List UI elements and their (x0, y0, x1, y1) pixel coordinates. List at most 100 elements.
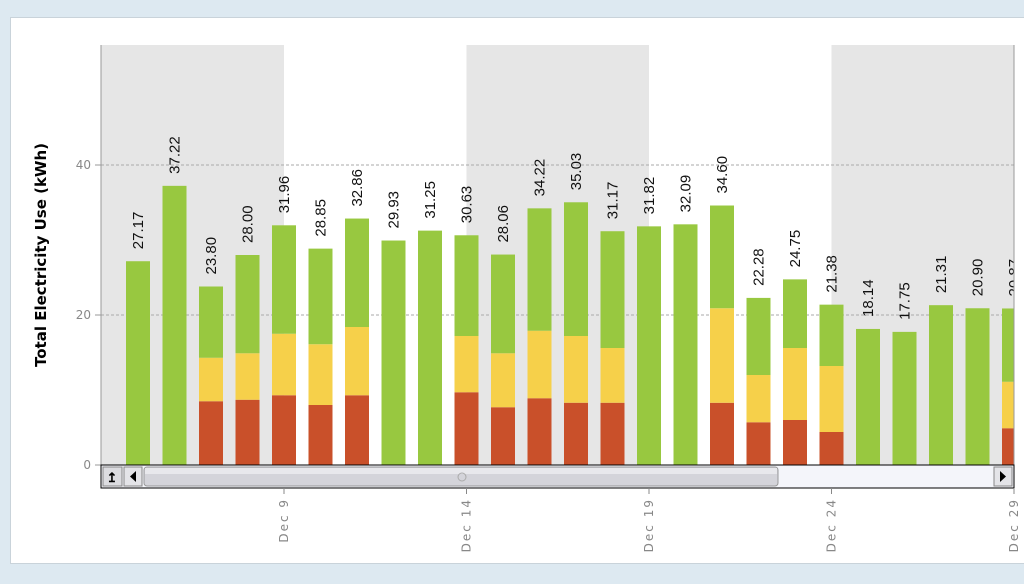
bar-segment-dec-23-2 (783, 279, 807, 348)
bar-segment-dec-14-0 (454, 392, 479, 465)
scroll-left-button[interactable] (123, 466, 143, 487)
bar-segment-dec-10-0 (308, 405, 333, 465)
bar-segment-dec-5-2 (126, 261, 150, 465)
bar-segment-dec-16-1 (527, 330, 552, 399)
bar-segment-dec-29-1 (1002, 381, 1014, 429)
y-tick-label: 0 (83, 458, 91, 472)
arrow-left-icon (130, 471, 136, 482)
bar-segment-dec-29-2 (1002, 308, 1014, 382)
chart-card: 27.17 37.22 23.80 28.00 31.96 28.85 32.86 29.93… (10, 17, 1024, 564)
bar-segment-dec-10-1 (308, 344, 333, 405)
y-axis-label: Total Electricity Use (kWh) (32, 143, 50, 367)
bar-segment-dec-17-1 (564, 336, 588, 403)
data-label: 18.14 (860, 279, 877, 317)
bar-segment-dec-22-0 (746, 422, 771, 465)
bar-segment-dec-8-0 (235, 399, 260, 465)
data-label: 30.63 (459, 186, 476, 224)
stacked-bar-chart: 27.17 37.22 23.80 28.00 31.96 28.85 32.86 29.93… (32, 45, 1023, 552)
data-label: 34.22 (532, 159, 549, 197)
x-tick-label: Dec 29 (1007, 498, 1021, 552)
bar-segment-dec-11-0 (345, 395, 369, 465)
bar-segment-dec-21-0 (710, 402, 734, 465)
bar-segment-dec-15-1 (491, 353, 515, 408)
bar-segment-dec-18-0 (600, 402, 625, 465)
bar-segment-dec-13-2 (418, 230, 442, 465)
bar-segment-dec-17-0 (564, 402, 588, 465)
bar-segment-dec-22-2 (746, 297, 771, 375)
bar-segment-dec-11-2 (345, 218, 369, 327)
bar-segment-dec-16-0 (527, 398, 552, 465)
bar-segment-dec-12-2 (381, 240, 406, 465)
data-label: 28.06 (495, 205, 512, 243)
bar-segment-dec-18-1 (600, 348, 625, 403)
x-tick-label: Dec 14 (460, 498, 474, 552)
bar-segment-dec-21-2 (710, 205, 734, 309)
data-label: 31.96 (276, 176, 293, 214)
bar-segment-dec-28-2 (965, 308, 990, 465)
data-label: 28.00 (240, 205, 257, 243)
bar-segment-dec-25-2 (856, 328, 880, 465)
home-arrow-icon: ↥ (107, 470, 118, 485)
bar-segment-dec-9-0 (272, 395, 296, 465)
bar-segment-dec-15-0 (491, 407, 515, 465)
data-label: 34.60 (714, 156, 731, 194)
bar-segment-dec-16-2 (527, 208, 552, 331)
data-label: 17.75 (897, 282, 914, 320)
x-tick-label: Dec 9 (277, 498, 291, 543)
data-label: 23.80 (203, 237, 220, 275)
y-tick-label: 20 (76, 308, 91, 322)
bar-segment-dec-7-1 (199, 357, 223, 402)
data-label: 28.85 (313, 199, 330, 237)
data-label: 31.82 (641, 177, 658, 215)
data-label: 21.38 (824, 255, 841, 293)
bar-segment-dec-15-2 (491, 254, 515, 354)
x-tick-label: Dec 19 (642, 498, 656, 552)
bar-segment-dec-6-2 (162, 185, 187, 465)
scroll-right-button[interactable] (993, 466, 1013, 487)
data-label: 29.93 (386, 191, 403, 229)
bar-segment-dec-23-1 (783, 348, 807, 420)
bar-segment-dec-24-1 (819, 366, 844, 432)
x-tick-label: Dec 24 (825, 498, 839, 552)
data-label: 22.28 (751, 248, 768, 286)
scroll-thumb[interactable] (143, 466, 779, 487)
horizontal-scrollbar[interactable]: ↥ (100, 464, 1015, 489)
grip-icon (457, 472, 467, 482)
bar-segment-dec-14-1 (454, 336, 479, 393)
bar-segment-dec-21-1 (710, 308, 734, 403)
bar-segment-dec-26-2 (892, 331, 917, 465)
bar-segment-dec-18-2 (600, 231, 625, 348)
bar-segment-dec-7-2 (199, 286, 223, 358)
bar-segment-dec-8-2 (235, 255, 260, 354)
bar-segment-dec-29-0 (1002, 428, 1014, 465)
data-label: 32.86 (349, 169, 366, 207)
bar-segment-dec-11-1 (345, 327, 369, 396)
data-label: 31.17 (605, 182, 622, 220)
scroll-home-button[interactable]: ↥ (102, 466, 123, 487)
data-label: 32.09 (678, 175, 695, 213)
bar-segment-dec-24-2 (819, 304, 844, 366)
bar-segment-dec-27-2 (929, 305, 953, 465)
arrow-right-icon (1000, 471, 1006, 482)
data-label: 21.31 (933, 256, 950, 294)
bar-segment-dec-23-0 (783, 420, 807, 465)
bar-segment-dec-22-1 (746, 375, 771, 423)
bar-segment-dec-9-2 (272, 225, 296, 334)
bar-segment-dec-8-1 (235, 353, 260, 400)
data-label: 20.87 (1006, 259, 1023, 297)
data-label: 27.17 (130, 212, 147, 250)
data-label: 31.25 (422, 181, 439, 219)
bar-segment-dec-24-0 (819, 432, 844, 465)
data-label: 24.75 (787, 230, 804, 268)
y-tick-label: 40 (76, 158, 91, 172)
data-label: 35.03 (568, 153, 585, 191)
bar-segment-dec-10-2 (308, 248, 333, 345)
bar-segment-dec-9-1 (272, 333, 296, 396)
bar-segment-dec-20-2 (673, 224, 698, 465)
data-label: 20.90 (970, 259, 987, 297)
bar-segment-dec-19-2 (637, 226, 661, 465)
bar-segment-dec-14-2 (454, 235, 479, 336)
bar-segment-dec-17-2 (564, 202, 588, 336)
data-label: 37.22 (167, 136, 184, 174)
bar-segment-dec-7-0 (199, 401, 223, 465)
